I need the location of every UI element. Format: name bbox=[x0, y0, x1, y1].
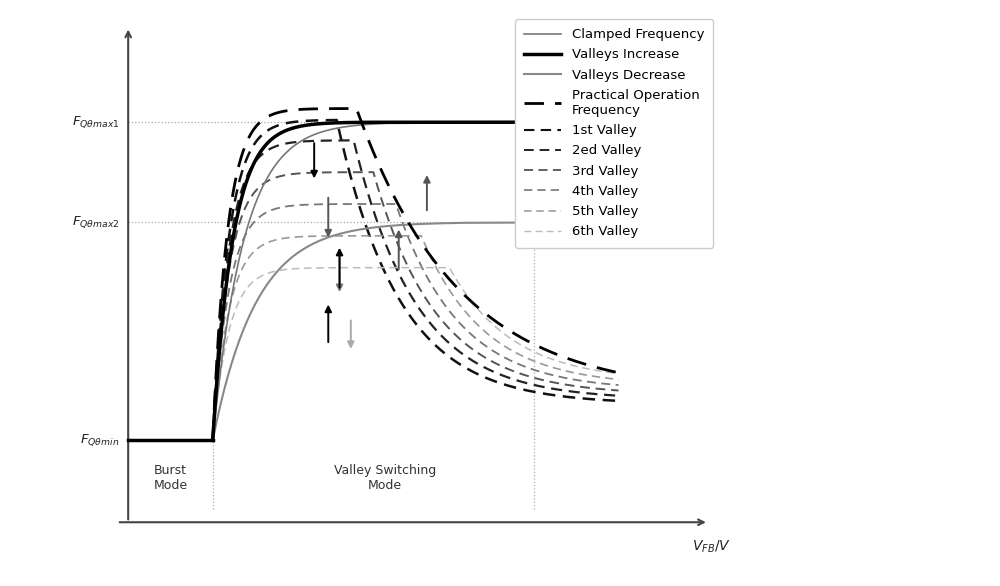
Text: Burst
Mode: Burst Mode bbox=[153, 464, 188, 492]
Text: Valley Switching
Mode: Valley Switching Mode bbox=[334, 464, 436, 492]
Text: $F_{Q\theta min}$: $F_{Q\theta min}$ bbox=[80, 432, 120, 448]
Text: $V_{FB}/V$: $V_{FB}/V$ bbox=[692, 538, 731, 554]
Text: $F_{Q\theta max2}$: $F_{Q\theta max2}$ bbox=[72, 214, 120, 230]
Text: $F_{Q\theta max1}$: $F_{Q\theta max1}$ bbox=[72, 114, 120, 130]
Legend: Clamped Frequency, Valleys Increase, Valleys Decrease, Practical Operation
Frequ: Clamped Frequency, Valleys Increase, Val… bbox=[515, 19, 713, 248]
